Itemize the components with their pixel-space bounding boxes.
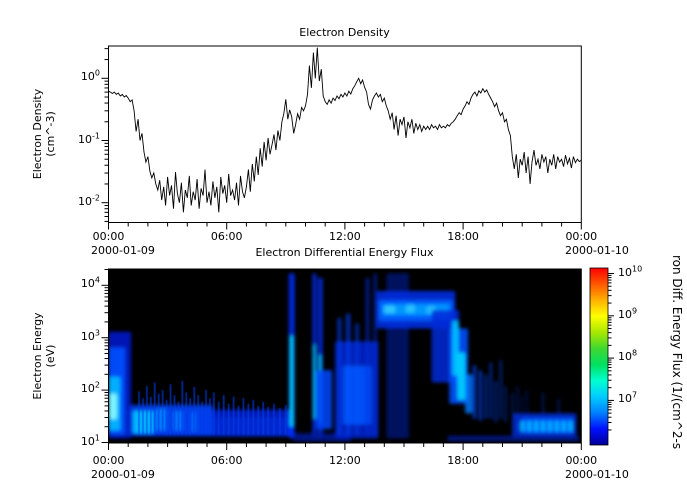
spectrogram-image: [108, 269, 582, 443]
top-y-tick-label: 100: [80, 68, 100, 84]
bottom-y-tick-label: 103: [80, 328, 100, 343]
top-y-tick-label: 10-1: [78, 130, 100, 146]
top-y-tick-label: 10-2: [78, 193, 100, 208]
top-panel-y-axis-label-line1: Electron Density: [31, 88, 44, 180]
bottom-y-tick-label: 102: [80, 380, 100, 396]
bottom-panel-y-axis-label-line2: (eV): [44, 344, 57, 368]
colorbar-tick-label: 109: [618, 306, 638, 321]
colorbar-tick-label: 108: [618, 348, 638, 364]
bottom-x-tick-label: 18:00: [447, 454, 479, 467]
bottom-panel-y-axis-label-line1: Electron Energy: [31, 312, 44, 400]
top-x-tick-label: 18:00: [447, 230, 479, 243]
top-panel-y-axis-label-line2: (cm^-3): [44, 111, 57, 157]
density-line: [108, 47, 582, 213]
colorbar-tick-label: 107: [618, 390, 638, 406]
top-x-tick-label: 12:00: [329, 230, 361, 243]
bottom-panel-title: Electron Differential Energy Flux: [255, 246, 434, 259]
top-panel-date-left: 2000-01-09: [91, 244, 155, 257]
top-panel-date-right: 2000-01-10: [565, 244, 629, 257]
bottom-x-tick-label: 06:00: [210, 454, 243, 467]
bottom-y-tick-label: 104: [80, 275, 100, 291]
bottom-x-tick-label: 00:00: [92, 454, 125, 467]
bottom-x-tick-label: 12:00: [329, 454, 361, 467]
bottom-y-tick-label: 101: [80, 432, 100, 448]
top-x-tick-label: 00:00: [565, 230, 598, 243]
bottom-x-tick-label: 00:00: [565, 454, 598, 467]
bottom-panel-date-right: 2000-01-10: [565, 468, 629, 481]
top-panel-y-axis-label: Electron Density (cm^-3): [31, 89, 57, 179]
bottom-panel-y-axis-label: Electron Energy (eV): [31, 312, 57, 399]
colorbar-axis-label: ron Diff. Energy Flux (1/(cm^2-s: [670, 255, 684, 450]
colorbar-tick-label: 1010: [618, 263, 643, 279]
axis-ticks: [101, 48, 614, 450]
top-x-tick-label: 00:00: [92, 230, 125, 243]
top-panel-title: Electron Density: [299, 26, 390, 39]
top-x-tick-label: 06:00: [210, 230, 243, 243]
colorbar-gradient: [589, 267, 609, 446]
bottom-panel-date-left: 2000-01-09: [91, 468, 155, 481]
